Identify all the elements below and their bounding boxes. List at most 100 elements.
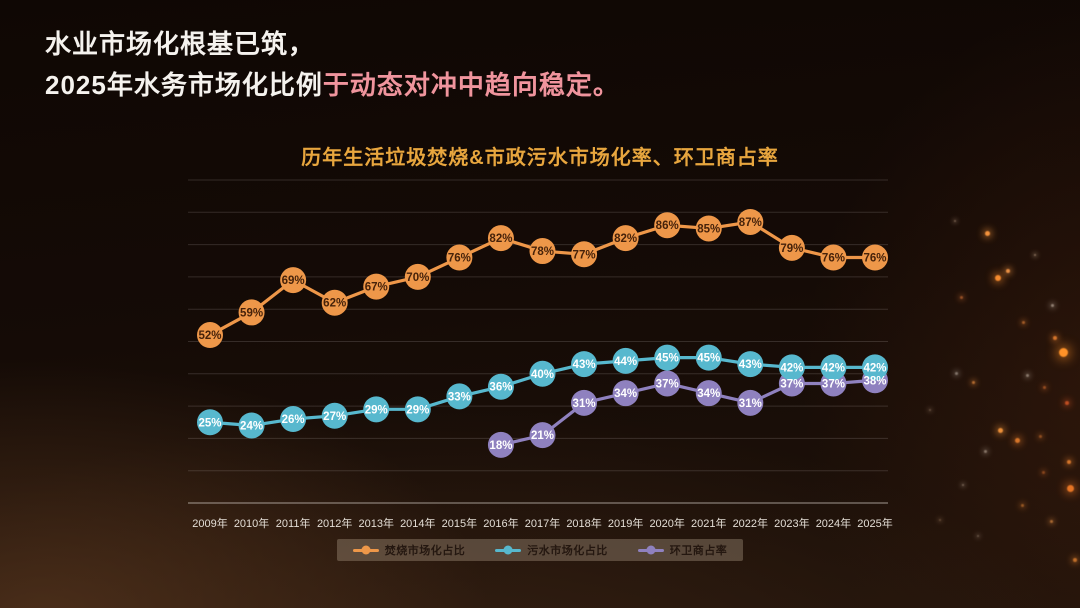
x-tick-label: 2018年	[566, 516, 601, 530]
x-tick-label: 2009年	[192, 516, 227, 530]
data-point	[571, 389, 598, 416]
data-label: 21%	[531, 430, 554, 442]
ember-particle	[1041, 470, 1045, 474]
data-point	[571, 351, 598, 378]
data-point	[820, 354, 847, 381]
ember-particle	[984, 230, 990, 236]
data-label: 31%	[573, 398, 596, 410]
ember-particle	[954, 220, 956, 222]
data-label: 85%	[697, 223, 720, 235]
data-label: 27%	[323, 411, 346, 423]
series-line	[500, 378, 876, 447]
headline-line2-normal: 2025年水务市场化比例	[45, 70, 323, 100]
ember-particle	[1038, 434, 1042, 438]
ember-particle	[977, 535, 979, 537]
x-tick-label: 2025年	[857, 516, 892, 530]
data-label: 34%	[614, 388, 637, 400]
data-point	[737, 351, 764, 378]
data-label: 38%	[863, 375, 886, 387]
data-label: 82%	[489, 233, 512, 245]
ember-particle	[929, 409, 931, 411]
data-label: 42%	[863, 362, 886, 374]
data-point	[695, 215, 722, 242]
data-label: 87%	[739, 217, 762, 229]
data-point	[280, 267, 307, 294]
x-tick-label: 2017年	[525, 516, 560, 530]
ember-particle	[995, 275, 1001, 281]
data-point	[695, 344, 722, 371]
data-label: 29%	[365, 404, 388, 416]
data-point	[654, 212, 681, 239]
data-label: 18%	[489, 440, 512, 452]
data-point	[778, 354, 805, 381]
data-label: 70%	[406, 272, 429, 284]
data-point	[571, 241, 598, 268]
ember-particle	[1067, 460, 1071, 464]
ember-particle	[1025, 373, 1029, 377]
ember-particle	[983, 449, 987, 453]
ember-particle	[939, 519, 941, 521]
data-label: 43%	[739, 359, 762, 371]
data-point	[238, 299, 265, 326]
data-label: 76%	[863, 253, 886, 265]
data-label: 34%	[697, 388, 720, 400]
data-label: 37%	[656, 378, 679, 390]
chart-title: 历年生活垃圾焚烧&市政污水市场化率、环卫商占率	[301, 147, 779, 169]
data-point	[737, 389, 764, 416]
data-label: 37%	[822, 378, 845, 390]
data-label: 69%	[282, 275, 305, 287]
data-point	[321, 289, 348, 316]
data-label: 62%	[323, 298, 346, 310]
data-label: 82%	[614, 233, 637, 245]
data-label: 29%	[406, 404, 429, 416]
x-tick-label: 2016年	[483, 516, 518, 530]
data-label: 26%	[282, 414, 305, 426]
ember-particle	[1020, 503, 1024, 507]
ember-particle	[962, 484, 964, 486]
data-label: 76%	[448, 253, 471, 265]
data-label: 42%	[780, 362, 803, 374]
data-point	[737, 208, 764, 235]
data-point	[363, 273, 390, 300]
data-label: 45%	[697, 353, 720, 365]
ember-particle	[959, 295, 963, 299]
data-label: 24%	[240, 420, 263, 432]
data-label: 37%	[780, 378, 803, 390]
legend-item: 焚烧市场化占比	[352, 542, 466, 558]
data-label: 86%	[656, 220, 679, 232]
legend-item: 污水市场化占比	[495, 542, 608, 558]
ember-particle	[1049, 519, 1053, 523]
ember-particle	[1021, 320, 1025, 324]
data-point	[487, 431, 514, 458]
x-tick-label: 2020年	[649, 516, 684, 530]
data-point	[820, 244, 847, 271]
data-point	[363, 396, 390, 423]
data-label: 31%	[739, 398, 762, 410]
series-污水市场化占比	[197, 344, 888, 439]
x-tick-label: 2011年	[276, 516, 311, 530]
ember-particle	[1053, 336, 1057, 340]
x-tick-label: 2019年	[608, 516, 643, 530]
data-point	[529, 422, 556, 449]
data-point	[654, 344, 681, 371]
legend-marker	[637, 545, 664, 555]
data-label: 42%	[822, 362, 845, 374]
x-tick-label: 2023年	[774, 516, 809, 530]
ember-particle	[971, 380, 975, 384]
data-point	[529, 238, 556, 265]
headline-line-1: 水业市场化根基已筑，	[45, 29, 316, 59]
data-label: 52%	[198, 330, 221, 342]
data-point	[446, 244, 473, 271]
data-point	[238, 412, 265, 439]
legend: 焚烧市场化占比 污水市场化占比 环卫商占率	[190, 539, 890, 561]
data-label: 36%	[489, 382, 512, 394]
data-point	[280, 406, 307, 433]
legend-bar: 焚烧市场化占比 污水市场化占比 环卫商占率	[336, 539, 744, 561]
data-point	[612, 347, 639, 374]
ember-particle	[1073, 558, 1077, 562]
ember-particle	[1050, 303, 1054, 307]
data-point	[529, 360, 556, 387]
data-point	[197, 322, 223, 349]
data-point	[487, 373, 514, 400]
